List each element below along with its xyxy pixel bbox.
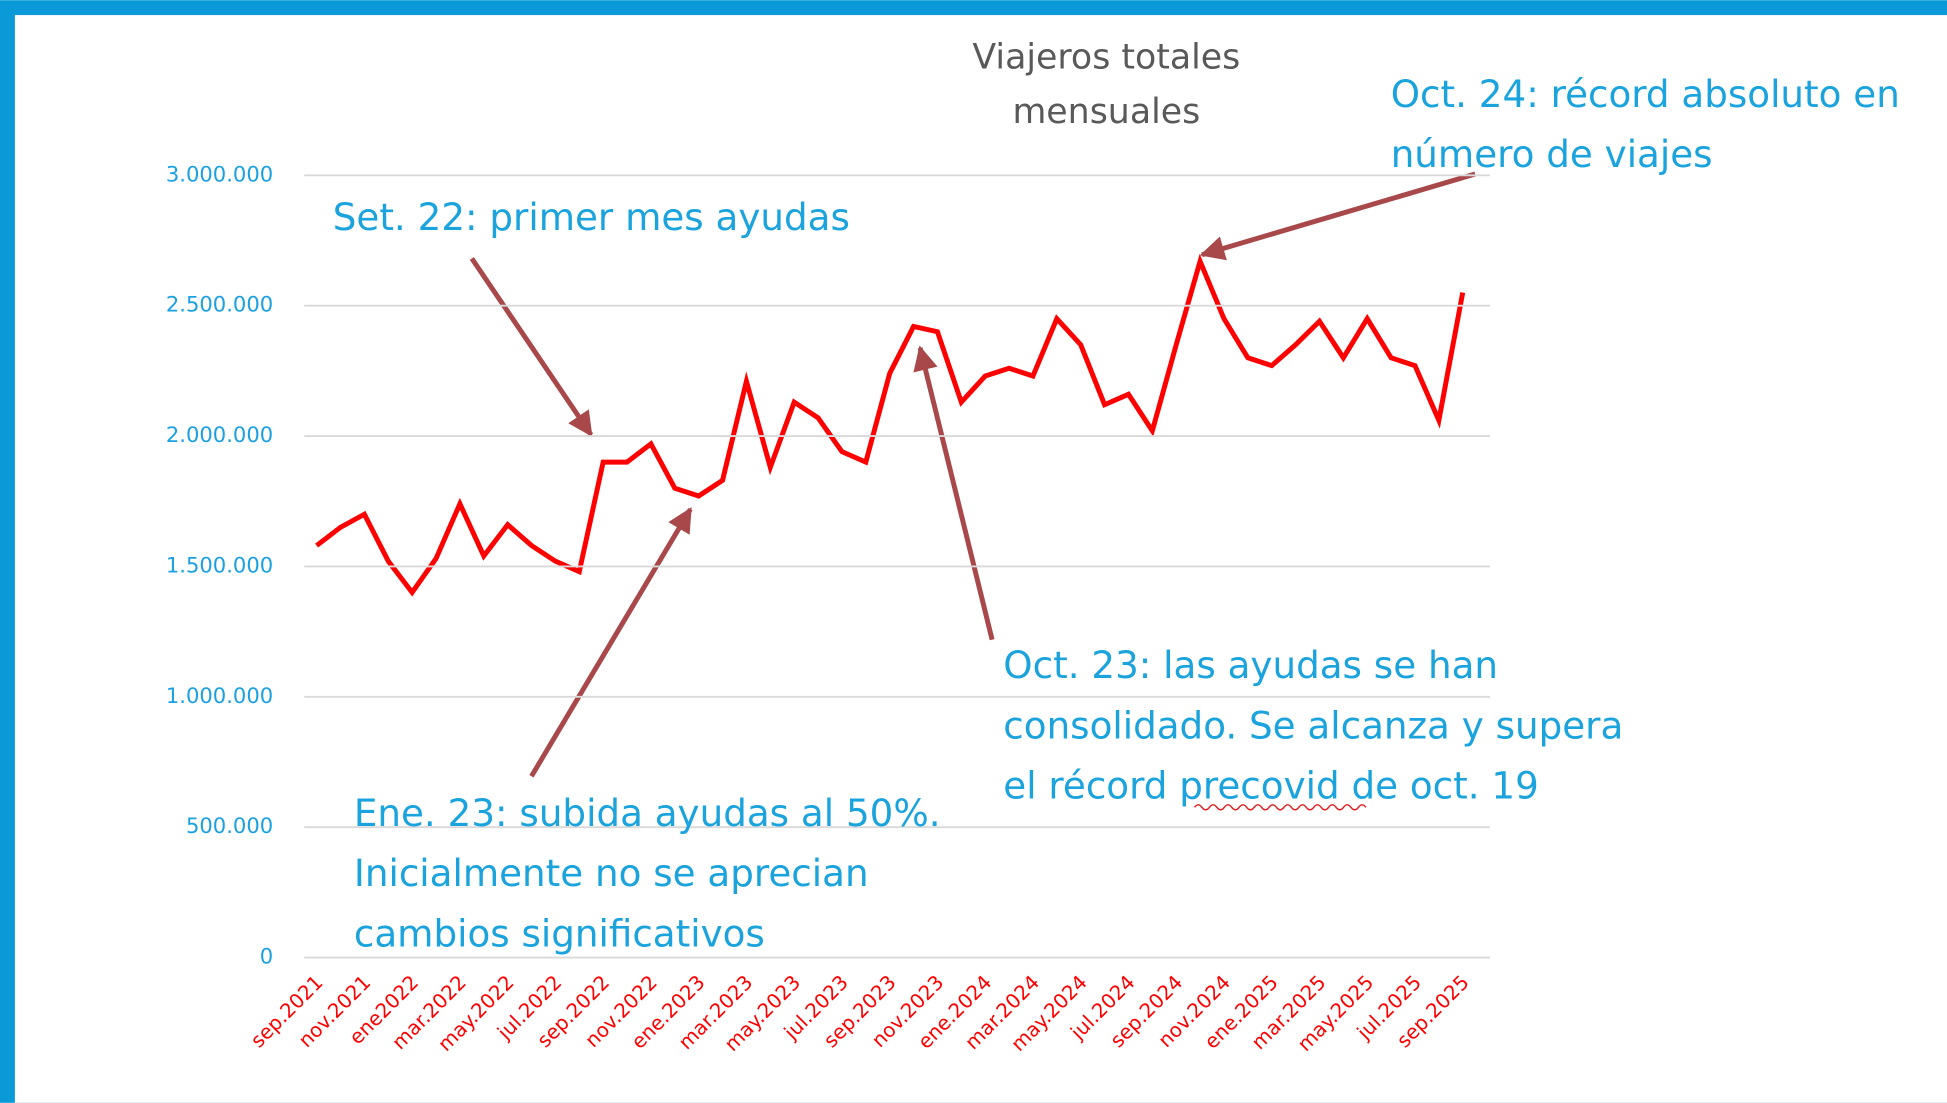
background: [14, 15, 1947, 1103]
arrow: [913, 345, 995, 641]
annotation: cambios significativos: [354, 911, 765, 955]
arrow: [469, 257, 594, 437]
y-tick-label: 2.500.000: [166, 292, 273, 317]
y-tick-label: 2.000.000: [166, 422, 273, 447]
chart-title: mensuales: [1012, 92, 1200, 132]
spellcheck-underline: [1193, 804, 1367, 811]
data-line: [315, 253, 1466, 597]
annotation: Oct. 23: las ayudas se han: [1003, 643, 1498, 687]
y-tick-label: 1.500.000: [166, 552, 273, 577]
y-tick-label: 0: [260, 944, 273, 969]
chart-title: Viajeros totales: [972, 37, 1240, 77]
annotation: Ene. 23: subida ayudas al 50%.: [354, 791, 941, 835]
annotation: Set. 22: primer mes ayudas: [333, 195, 850, 239]
arrow: [1199, 171, 1476, 261]
annotation: Inicialmente no se aprecian: [354, 851, 869, 895]
annotation: Oct. 24: récord absoluto en: [1391, 72, 1900, 116]
y-tick-label: 500.000: [186, 813, 273, 838]
arrow: [529, 507, 693, 778]
y-tick-label: 3.000.000: [166, 161, 273, 186]
annotation: número de viajes: [1391, 132, 1713, 176]
y-tick-label: 1.000.000: [166, 683, 273, 708]
annotation: el récord precovid de oct. 19: [1003, 764, 1539, 808]
annotation: consolidado. Se alcanza y supera: [1003, 703, 1623, 747]
